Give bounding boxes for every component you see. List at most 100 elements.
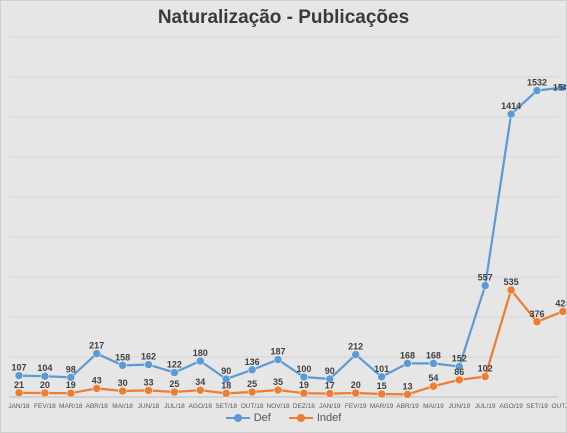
data-label: 162	[141, 352, 156, 362]
x-tick-label: JAN/18	[8, 403, 30, 410]
data-point	[429, 359, 438, 368]
legend-label-indef: Indef	[316, 412, 342, 424]
x-tick-label: MAI/19	[423, 403, 444, 410]
data-point	[221, 374, 231, 384]
data-label: 212	[348, 342, 363, 352]
data-label: 187	[270, 347, 285, 357]
data-label: 19	[66, 380, 76, 390]
data-label: 33	[143, 377, 153, 387]
data-label: 25	[247, 379, 257, 389]
data-label: 158	[115, 352, 130, 362]
data-label: 180	[193, 348, 208, 358]
x-tick-label: SET/19	[526, 403, 548, 410]
data-point	[299, 372, 309, 382]
data-label: 428	[555, 298, 566, 308]
data-point	[506, 285, 516, 295]
x-tick-label: MAI/18	[112, 403, 133, 410]
data-point	[118, 386, 127, 396]
data-label: 122	[167, 360, 182, 370]
series-line-def	[18, 86, 564, 381]
data-label: 1548	[553, 82, 566, 92]
data-point	[247, 387, 257, 397]
data-label: 535	[504, 277, 519, 287]
data-label: 30	[118, 378, 128, 388]
data-label: 102	[478, 364, 493, 374]
data-label: 19	[299, 380, 309, 390]
chart-legend: Def Indef	[1, 412, 566, 424]
data-point	[14, 388, 24, 398]
legend-swatch-indef	[288, 413, 313, 423]
data-point	[40, 388, 50, 398]
data-label: 34	[195, 377, 205, 387]
data-label: 1414	[501, 101, 521, 111]
data-label: 13	[402, 381, 412, 391]
data-label: 25	[169, 379, 179, 389]
data-point	[558, 83, 566, 92]
x-tick-label: ABR/19	[396, 403, 419, 410]
data-point	[170, 368, 179, 377]
x-tick-label: JUL/18	[164, 403, 185, 410]
data-label: 168	[400, 350, 415, 360]
data-point	[144, 360, 153, 369]
data-point	[506, 109, 516, 119]
data-point	[66, 373, 76, 382]
data-point	[455, 375, 464, 385]
data-label: 104	[37, 363, 52, 373]
data-label: 557	[478, 273, 493, 283]
data-point	[66, 388, 76, 398]
data-point	[299, 388, 309, 398]
x-tick-label: MAR/18	[59, 403, 83, 410]
x-tick-label: FEV/18	[34, 403, 56, 410]
data-label: 90	[221, 366, 231, 376]
data-label: 18	[221, 380, 231, 390]
data-label: 90	[325, 366, 335, 376]
data-label: 54	[428, 373, 438, 383]
data-label: 376	[529, 309, 544, 319]
data-point	[40, 371, 50, 381]
data-point	[403, 359, 412, 368]
data-point	[429, 381, 438, 391]
data-point	[144, 386, 153, 395]
data-point	[247, 365, 257, 375]
x-tick-label: JUL/19	[475, 403, 496, 410]
x-tick-label: ABR/18	[85, 403, 108, 410]
chart-title: Naturalização - Publicações	[157, 7, 410, 28]
data-point	[325, 374, 335, 384]
x-tick-label: NOV/18	[266, 403, 290, 410]
data-label: 15	[377, 381, 387, 391]
series-line-indef	[18, 287, 564, 396]
data-point	[273, 355, 283, 364]
data-label: 35	[273, 377, 283, 387]
data-label: 98	[66, 364, 76, 374]
data-label: 1532	[527, 78, 547, 88]
data-label: 20	[40, 380, 50, 390]
data-point	[403, 390, 412, 399]
data-point	[196, 356, 205, 366]
data-label: 86	[454, 367, 464, 377]
data-label: 100	[296, 364, 311, 374]
legend-label-def: Def	[253, 412, 271, 424]
data-point	[351, 388, 360, 398]
x-tick-label: MAR/19	[370, 403, 394, 410]
data-point	[558, 307, 566, 316]
data-point	[455, 362, 464, 371]
data-point	[92, 349, 101, 358]
data-point	[480, 372, 490, 381]
x-tick-label: JUN/18	[138, 403, 160, 410]
x-tick-label: AGO/18	[189, 403, 213, 410]
data-label: 101	[374, 364, 389, 374]
data-point	[377, 389, 386, 399]
data-point	[532, 86, 542, 95]
x-tick-label: AGO/19	[499, 403, 523, 410]
data-label: 43	[92, 375, 102, 385]
data-point	[14, 371, 24, 380]
legend-swatch-def	[225, 413, 250, 423]
data-label: 21	[14, 380, 24, 390]
legend-item-indef: Indef	[288, 412, 342, 424]
data-point	[351, 350, 360, 359]
data-label: 17	[325, 381, 335, 391]
data-point	[118, 361, 127, 370]
data-point	[196, 385, 205, 395]
